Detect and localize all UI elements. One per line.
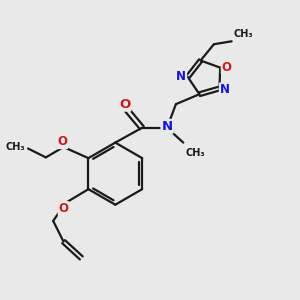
Text: O: O [58, 202, 69, 215]
Text: O: O [119, 98, 130, 111]
Text: CH₃: CH₃ [186, 148, 205, 158]
Text: N: N [176, 70, 186, 83]
Text: N: N [220, 83, 230, 97]
Text: O: O [222, 61, 232, 74]
Text: CH₃: CH₃ [5, 142, 25, 152]
Text: N: N [161, 120, 172, 133]
Text: CH₃: CH₃ [233, 29, 253, 39]
Text: O: O [57, 135, 67, 148]
